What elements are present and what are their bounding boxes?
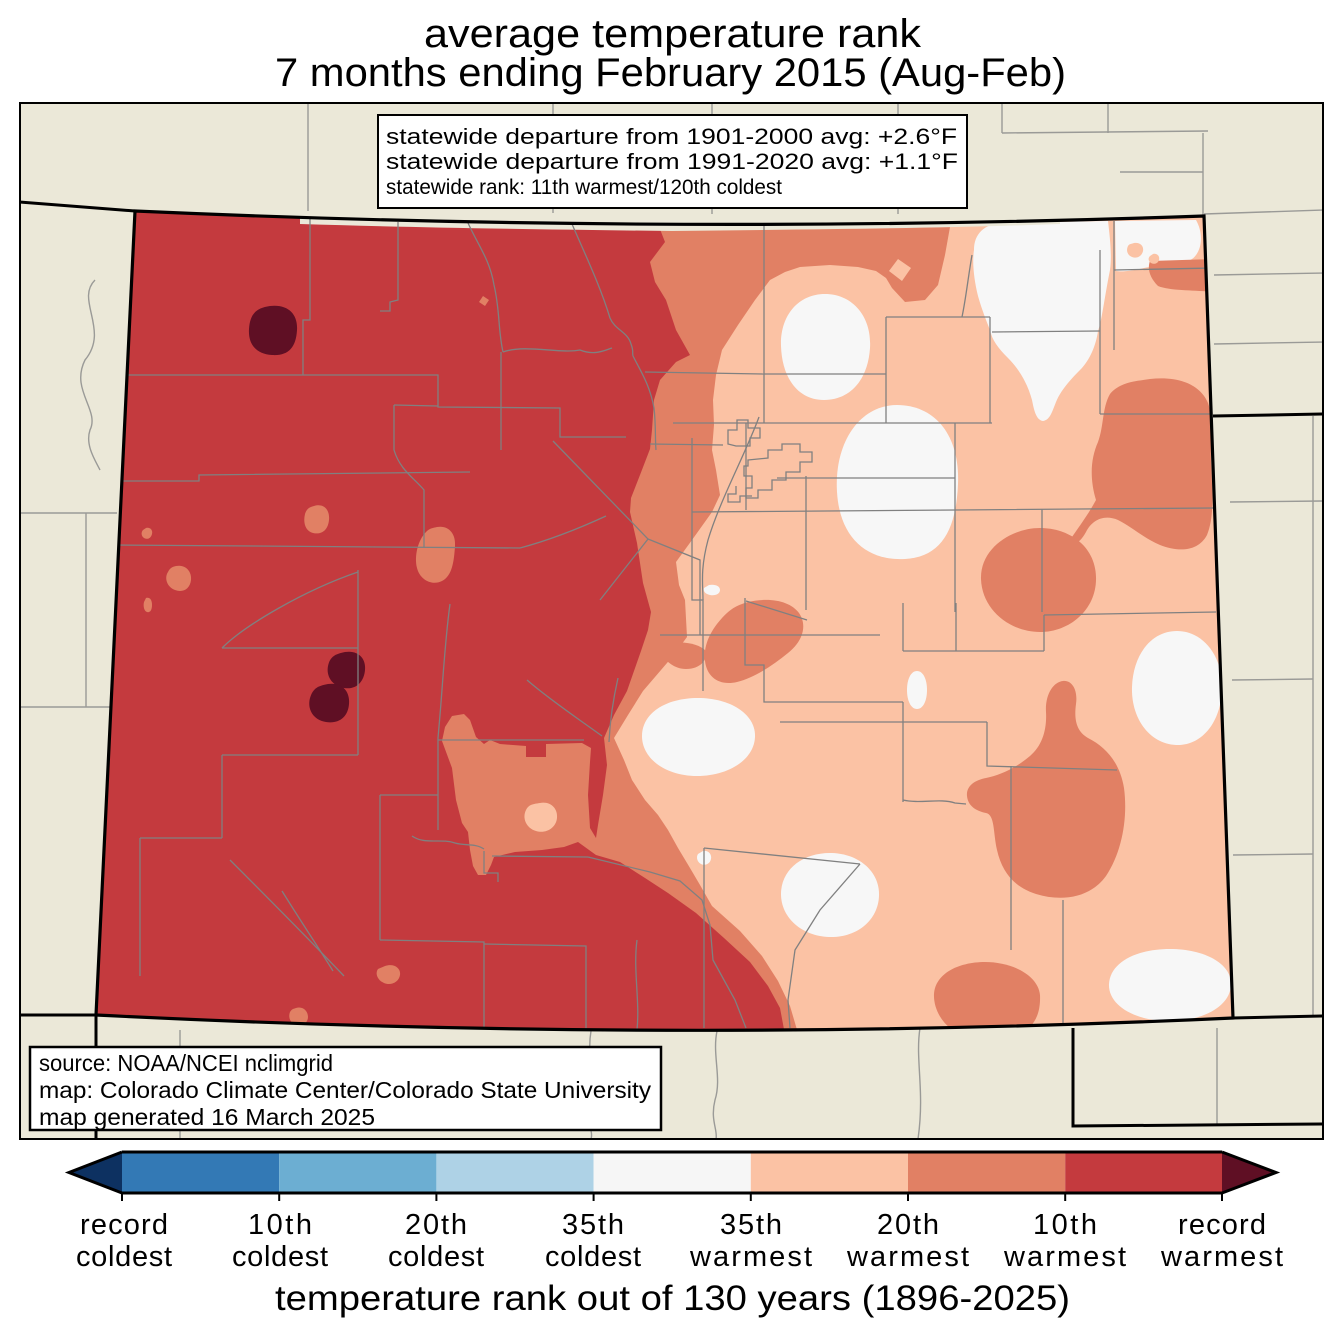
svg-text:10th: 10th <box>248 1209 312 1241</box>
svg-text:10th: 10th <box>1033 1209 1097 1241</box>
svg-text:source: NOAA/NCEI nclimgrid: source: NOAA/NCEI nclimgrid <box>39 1050 333 1076</box>
svg-text:average temperature rank: average temperature rank <box>424 12 922 56</box>
svg-text:coldest: coldest <box>388 1241 484 1273</box>
svg-text:warmest: warmest <box>1160 1241 1283 1273</box>
svg-text:35th: 35th <box>562 1209 624 1241</box>
svg-text:20th: 20th <box>877 1209 939 1241</box>
svg-text:record: record <box>80 1209 168 1241</box>
svg-text:statewide rank: 11th warmest/1: statewide rank: 11th warmest/120th colde… <box>386 175 782 199</box>
svg-text:35th: 35th <box>720 1209 782 1241</box>
svg-text:statewide departure from 1991-: statewide departure from 1991-2020 avg: … <box>386 149 958 174</box>
svg-text:record: record <box>1178 1209 1266 1241</box>
svg-text:7 months ending February 2015: 7 months ending February 2015 (Aug-Feb) <box>275 51 1066 95</box>
svg-text:warmest: warmest <box>846 1241 969 1273</box>
svg-text:warmest: warmest <box>689 1241 812 1273</box>
svg-text:temperature rank out of 130 ye: temperature rank out of 130 years (1896-… <box>275 1279 1070 1318</box>
svg-text:coldest: coldest <box>545 1241 641 1273</box>
svg-text:statewide departure from 1901-: statewide departure from 1901-2000 avg: … <box>386 124 957 149</box>
svg-text:map: Colorado Climate Center/C: map: Colorado Climate Center/Colorado St… <box>39 1077 652 1103</box>
svg-text:warmest: warmest <box>1003 1241 1126 1273</box>
svg-text:20th: 20th <box>405 1209 467 1241</box>
svg-text:map generated 16 March 2025: map generated 16 March 2025 <box>39 1104 375 1130</box>
svg-text:coldest: coldest <box>232 1241 328 1273</box>
svg-text:coldest: coldest <box>76 1241 172 1273</box>
